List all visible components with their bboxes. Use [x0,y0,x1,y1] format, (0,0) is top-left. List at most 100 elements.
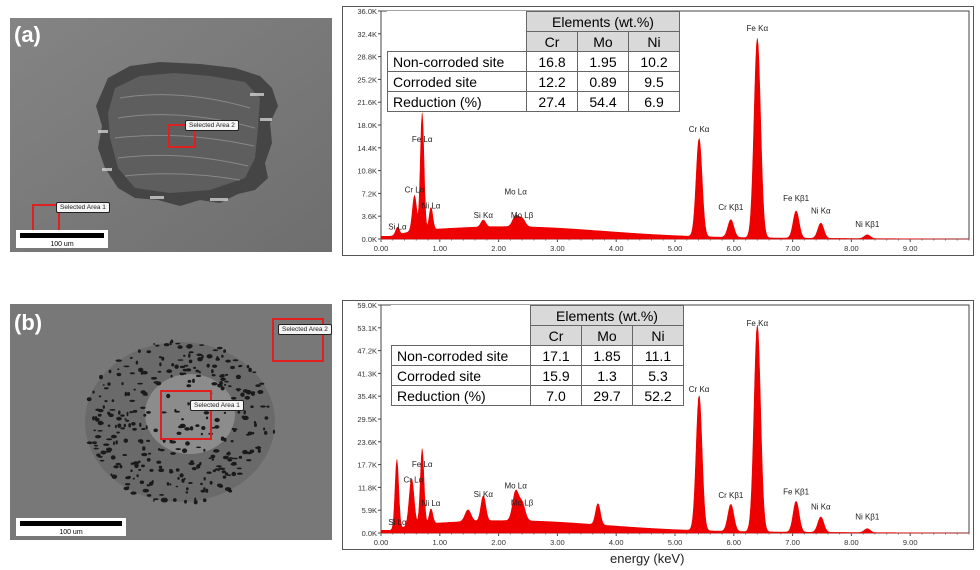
corrosion-pit [212,349,219,352]
table-corner2-a [388,32,527,52]
x-tick-label: 4.00 [609,244,624,253]
corrosion-pit [179,473,184,478]
corrosion-pit [211,374,216,377]
sem-micrograph-b [10,304,332,540]
corrosion-pit [206,363,210,368]
y-tick-label: 11.8K [358,483,377,492]
cell: 17.1 [530,345,582,366]
peak-label: Ni Kβ1 [855,220,880,229]
corrosion-pit [97,408,104,413]
corrosion-pit [174,410,180,413]
corrosion-pit [125,419,130,422]
corrosion-pit [155,344,160,347]
corrosion-pit [92,416,95,421]
corrosion-pit [208,457,212,459]
corrosion-pit [113,465,119,469]
y-tick-label: 3.6K [362,212,377,221]
corrosion-pit [153,498,159,501]
corrosion-pit [107,424,111,427]
corrosion-pit [86,441,93,445]
corrosion-pit [102,405,106,409]
corrosion-pit [140,441,144,444]
corrosion-pit [106,438,113,441]
corrosion-pit [98,454,101,458]
col-ni-b: Ni [632,325,684,346]
corrosion-pit [142,393,149,396]
corrosion-pit [184,427,191,431]
peak-label: Cr Kα [689,125,710,134]
corrosion-pit [139,480,145,485]
corrosion-pit [175,342,181,345]
corrosion-pit [114,424,117,429]
corrosion-pit [111,474,118,479]
y-tick-label: 32.4K [357,30,377,39]
corrosion-pit [175,448,181,451]
corrosion-pit [174,364,179,369]
corrosion-pit [232,359,239,362]
sem-micrograph-a [10,18,332,252]
corrosion-pit [119,464,123,469]
peak-label: Si Lα [388,518,407,527]
corrosion-pit [138,367,144,373]
corrosion-pit [222,455,229,460]
corrosion-pit [108,413,114,418]
corrosion-pit [223,437,227,442]
cell: 15.9 [530,365,582,386]
corrosion-pit [115,359,122,362]
corrosion-pit [209,480,213,485]
col-mo-b: Mo [581,325,633,346]
corrosion-pit [198,371,201,374]
corrosion-pit [236,467,242,470]
corrosion-pit [120,414,125,417]
y-tick-label: 35.4K [357,392,377,401]
corrosion-pit [95,417,99,421]
cell: 1.3 [581,365,633,386]
corrosion-pit [187,402,190,406]
scalebar-line-b [20,521,122,526]
corrosion-pit [224,383,227,386]
row-label: Reduction (%) [387,91,527,112]
corrosion-pit [228,385,232,388]
corrosion-pit [193,500,198,505]
corrosion-pit [221,354,224,358]
corrosion-pit [205,488,209,493]
table-row: Reduction (%) 27.4 54.4 6.9 [387,91,680,112]
x-tick-label: 7.00 [785,538,800,547]
corrosion-pit [188,482,193,484]
corrosion-pit [93,447,99,450]
cell: 6.9 [628,91,680,112]
corrosion-pit [195,369,200,373]
corrosion-pit [92,390,95,394]
corrosion-pit [146,350,152,354]
peak-label: Si Lα [388,222,407,231]
corrosion-pit [225,359,231,363]
corrosion-pit [146,458,151,462]
corrosion-pit [238,365,242,368]
x-tick-label: 5.00 [668,538,683,547]
y-tick-label: 23.6K [357,438,377,447]
corrosion-pit [186,344,193,348]
row-label: Non-corroded site [387,51,527,72]
eds-chart-b: 0.0K 5.9K 11.8K 17.7K 23.6K 29.5K 35.4K 41.3K 47… [357,301,970,547]
peak-label: Fe Lα [412,460,433,469]
corrosion-pit [140,406,146,409]
corrosion-pit [188,353,191,358]
corrosion-pit [86,397,92,402]
corrosion-pit [246,459,252,462]
corrosion-pit [175,485,179,488]
corrosion-pit [244,395,250,400]
corrosion-pit [117,368,120,370]
corrosion-pit [140,371,144,375]
corrosion-pit [161,356,165,361]
corrosion-pit [106,447,113,452]
corrosion-pit [259,382,265,385]
table-corner2-b [392,326,531,346]
corrosion-pit [108,369,112,374]
corrosion-pit [127,486,130,488]
corrosion-pit [170,440,177,444]
corrosion-pit [203,487,206,491]
col-cr-a: Cr [526,31,578,52]
x-tick-label: 0.00 [374,244,389,253]
x-tick-label: 5.00 [668,244,683,253]
y-tick-label: 7.2K [362,189,377,198]
